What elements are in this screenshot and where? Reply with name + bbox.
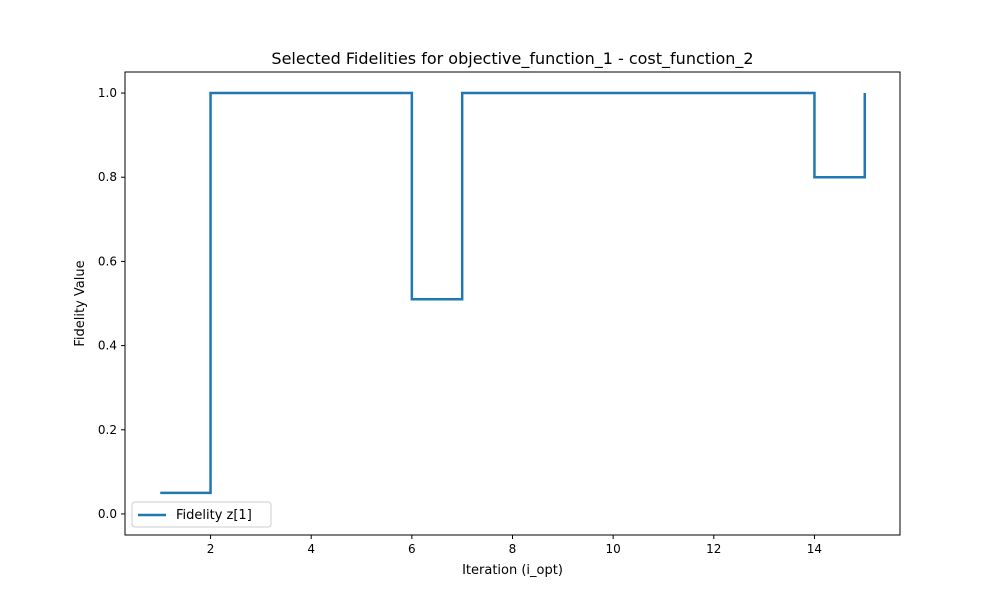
x-tick-label: 4 (307, 542, 315, 556)
y-tick-label: 0.0 (98, 507, 117, 521)
plot-layer (160, 93, 865, 493)
y-axis-ticks: 0.0 0.2 0.4 0.6 0.8 1.0 (98, 86, 125, 521)
y-axis-label: Fidelity Value (73, 260, 88, 346)
x-tick-label: 6 (408, 542, 416, 556)
legend: Fidelity z[1] (132, 502, 271, 527)
x-axis-label: Iteration (i_opt) (462, 563, 563, 578)
plot-frame (125, 72, 900, 535)
y-tick-label: 0.4 (98, 339, 117, 353)
y-tick-label: 0.8 (98, 170, 117, 184)
y-tick-label: 0.2 (98, 423, 117, 437)
x-tick-label: 8 (509, 542, 517, 556)
series-line-fidelity-z1 (160, 93, 865, 493)
x-tick-label: 10 (606, 542, 621, 556)
x-tick-label: 2 (207, 542, 215, 556)
y-tick-label: 1.0 (98, 86, 117, 100)
x-tick-label: 14 (807, 542, 822, 556)
y-tick-label: 0.6 (98, 254, 117, 268)
x-tick-label: 12 (706, 542, 721, 556)
x-axis-ticks: 2 4 6 8 10 12 14 (207, 535, 822, 556)
legend-label-fidelity-z1: Fidelity z[1] (176, 508, 252, 523)
chart-title: Selected Fidelities for objective_functi… (271, 49, 753, 69)
